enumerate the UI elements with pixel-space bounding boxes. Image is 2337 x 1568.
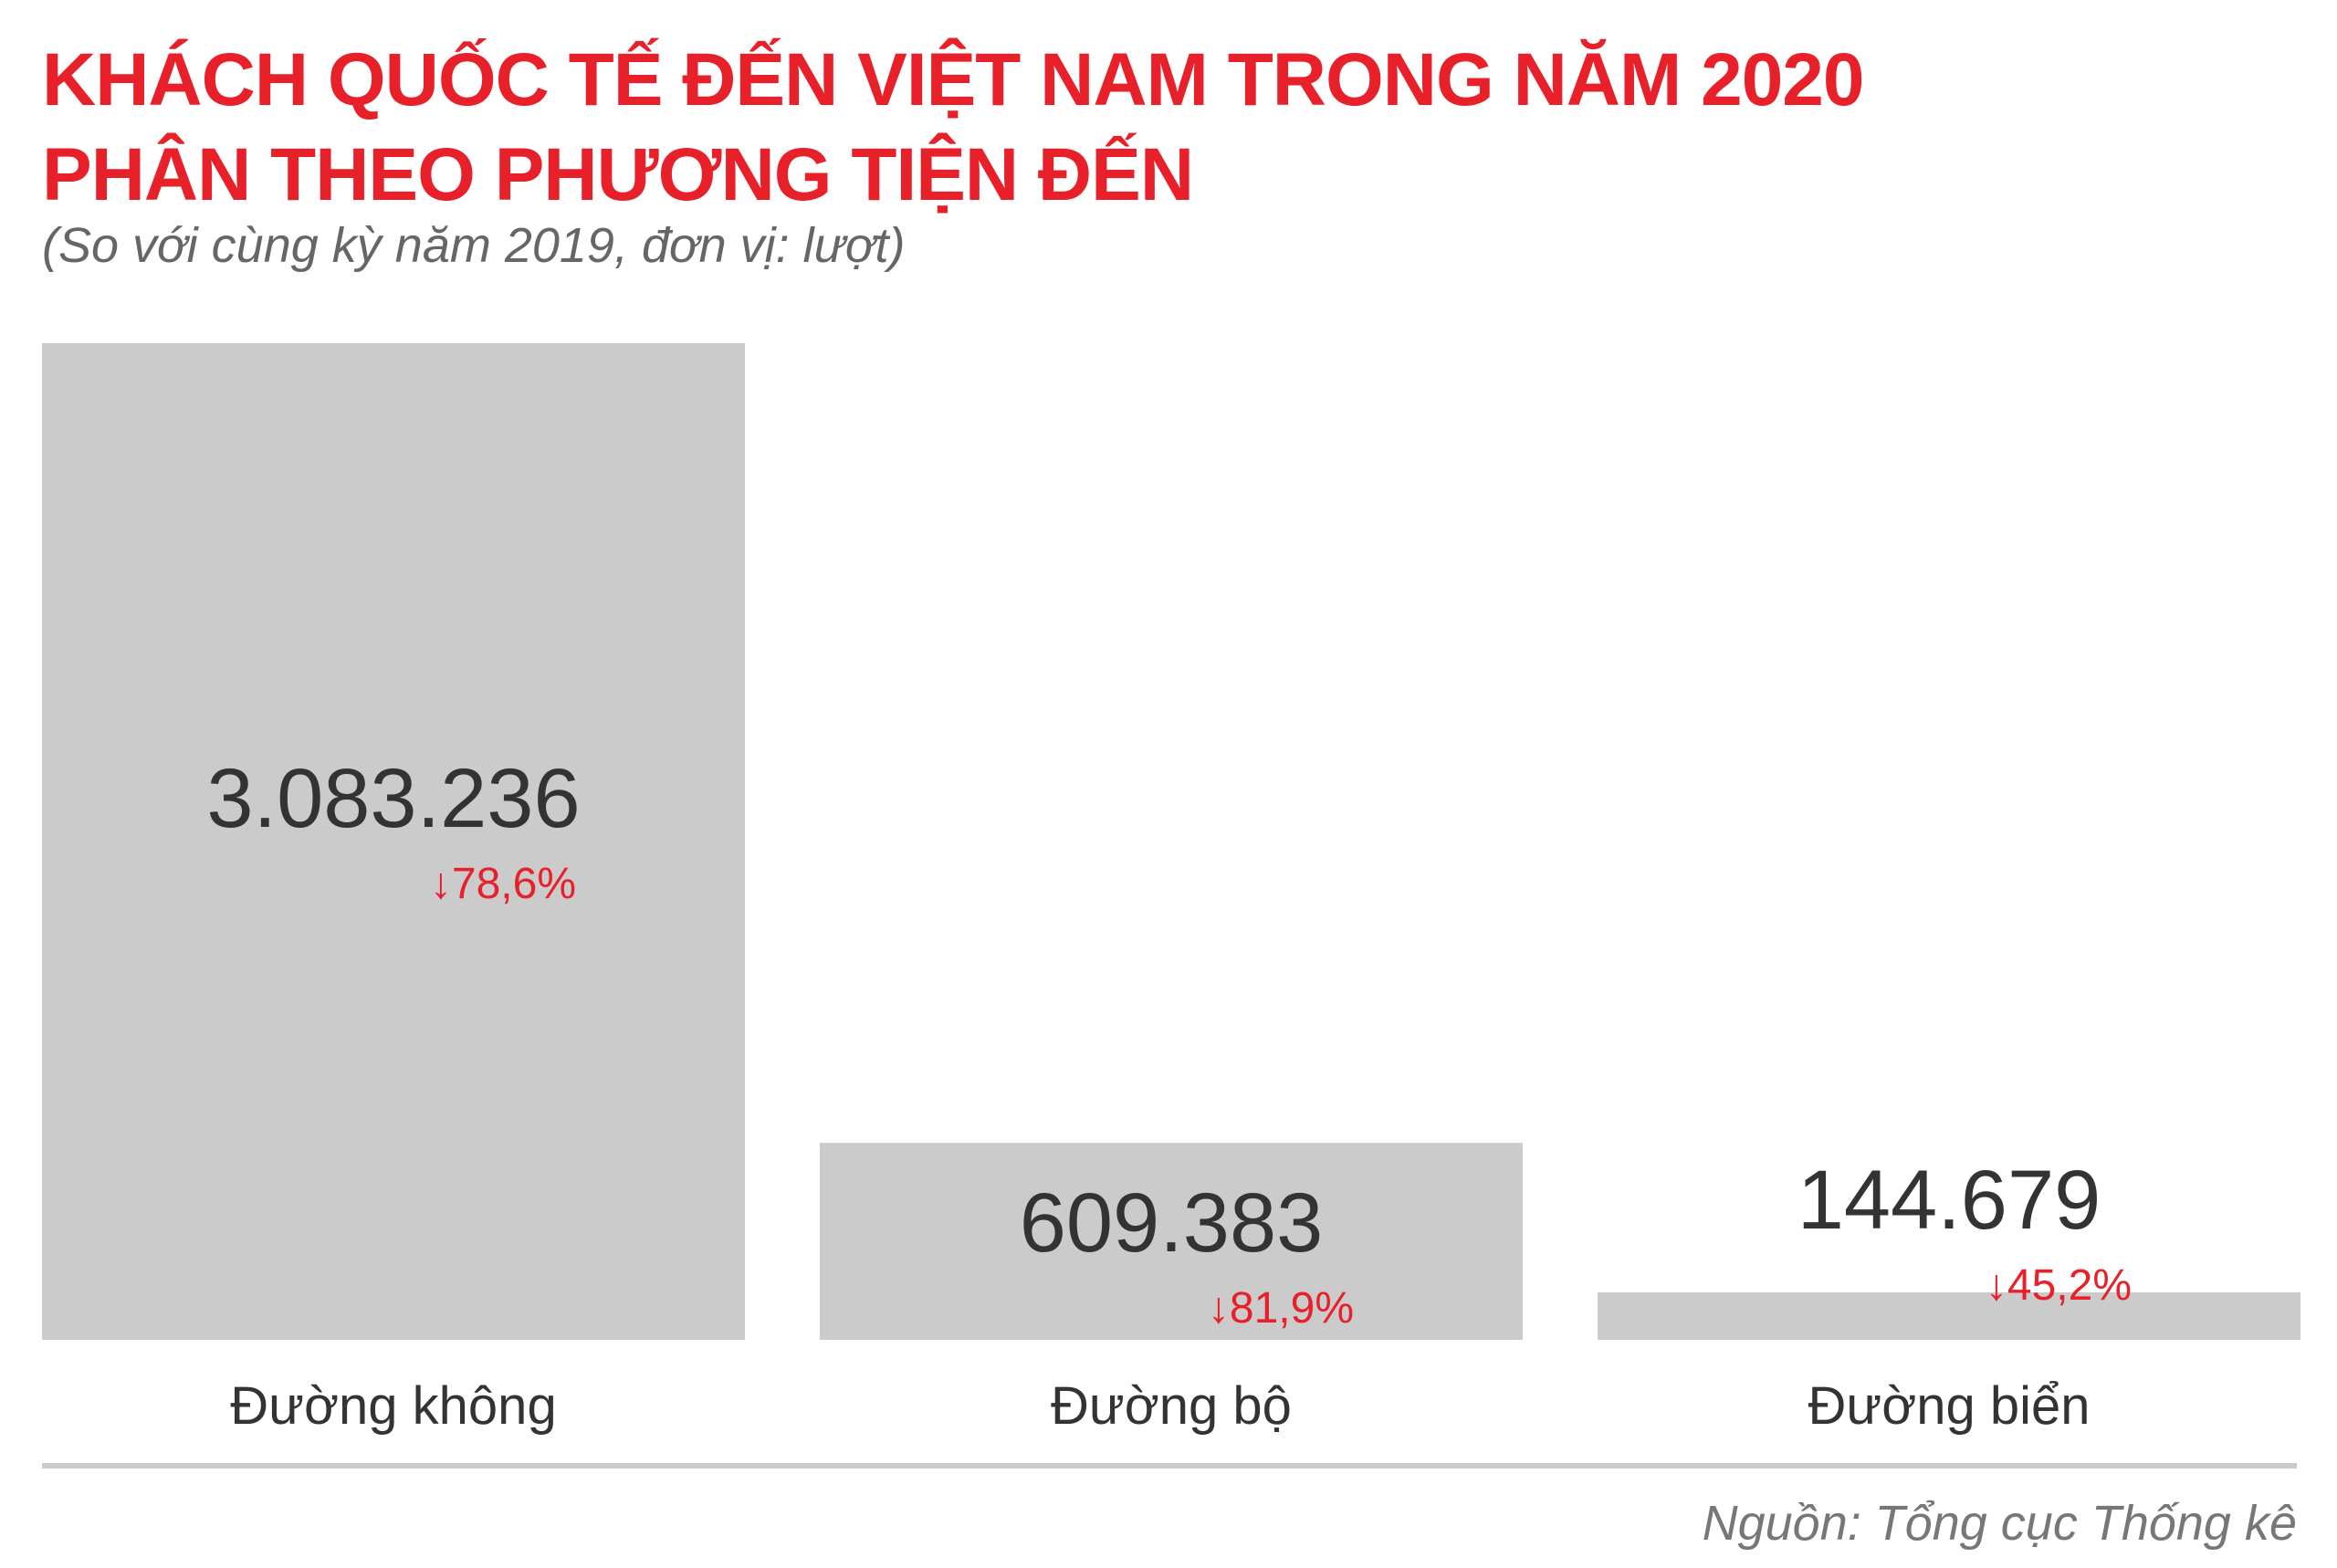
change-label-2: ↓81,9% <box>1208 1284 1354 1333</box>
value-label-3: 144.679 <box>1797 1154 2101 1247</box>
bar-3 <box>1598 1292 2300 1340</box>
chart-subtitle: (So với cùng kỳ năm 2019, đơn vị: lượt) <box>42 218 906 273</box>
bar-2 <box>820 1143 1523 1340</box>
source-note: Nguồn: Tổng cục Thống kê <box>1702 1496 2297 1551</box>
category-label-3: Đường biển <box>1808 1376 2090 1436</box>
chart-title: KHÁCH QUỐC TẾ ĐẾN VIỆT NAM TRONG NĂM 202… <box>42 33 1865 223</box>
category-label-1: Đường không <box>230 1376 556 1436</box>
bar-chart: 3.083.236 ↓78,6% Đường không 609.383 ↓81,9% Đ… <box>42 343 2300 1436</box>
title-line-1: KHÁCH QUỐC TẾ ĐẾN VIỆT NAM TRONG NĂM 202… <box>42 38 1865 121</box>
value-label-1: 3.083.236 <box>206 752 580 845</box>
bar-1 <box>42 343 745 1340</box>
change-label-1: ↓78,6% <box>430 860 576 908</box>
category-label-2: Đường bộ <box>1051 1376 1292 1436</box>
change-label-3: ↓45,2% <box>1986 1261 2132 1310</box>
value-label-2: 609.383 <box>1020 1176 1324 1270</box>
title-line-2: PHÂN THEO PHƯƠNG TIỆN ĐẾN <box>42 133 1194 216</box>
footer-divider <box>42 1463 2297 1469</box>
